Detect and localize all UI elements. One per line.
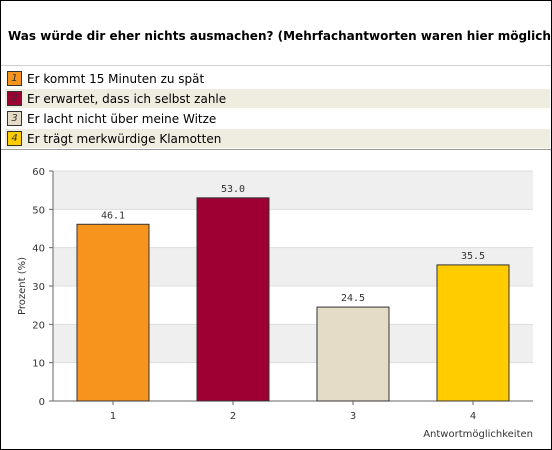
x-tick-label: 2 (230, 411, 236, 422)
bar-2 (196, 197, 270, 402)
grid-band (53, 171, 533, 210)
y-tick-label: 30 (32, 282, 45, 293)
x-tick-label: 3 (350, 411, 356, 422)
legend-swatch-1: 1 (7, 71, 22, 86)
legend-swatch-3: 3 (7, 111, 22, 126)
legend-label: Er lacht nicht über meine Witze (27, 111, 217, 126)
legend-swatch-4: 4 (7, 131, 22, 146)
x-axis-label: Antwortmöglichkeiten (423, 429, 533, 440)
bar-value-label: 46.1 (101, 210, 125, 221)
legend-item: 1 Er kommt 15 Minuten zu spät (5, 69, 550, 88)
question-title: Was würde dir eher nichts ausmachen? (Me… (8, 29, 552, 43)
bar-value-label: 24.5 (341, 293, 365, 304)
legend-item: 4 Er trägt merkwürdige Klamotten (5, 129, 550, 148)
bar-chart: 0 10 20 30 40 50 60 Prozent (%) 46.1 1 53.0 2 24.5 3 3… (17, 167, 533, 440)
y-tick-label: 40 (32, 244, 45, 255)
legend-label: Er trägt merkwürdige Klamotten (27, 131, 222, 146)
bar-value-label: 53.0 (221, 184, 245, 195)
y-axis-label: Prozent (%) (17, 257, 28, 315)
answer-legend: 1 Er kommt 15 Minuten zu spät 2 Er erwar… (5, 69, 550, 149)
y-tick-label: 50 (32, 205, 45, 216)
bar-1 (76, 223, 150, 402)
bar-4 (436, 264, 510, 402)
y-tick-label: 60 (32, 167, 45, 178)
bar-3 (316, 306, 390, 402)
bar-value-label: 35.5 (461, 251, 485, 262)
x-tick-label: 4 (470, 411, 476, 422)
legend-item: 3 Er lacht nicht über meine Witze (5, 109, 550, 128)
legend-swatch-2: 2 (7, 91, 22, 106)
section-divider (1, 149, 551, 150)
y-tick-label: 10 (32, 359, 45, 370)
question-header: Was würde dir eher nichts ausmachen? (Me… (1, 1, 552, 66)
legend-label: Er erwartet, dass ich selbst zahle (27, 91, 227, 106)
y-tick-label: 20 (32, 320, 45, 331)
x-tick-label: 1 (110, 411, 116, 422)
legend-item: 2 Er erwartet, dass ich selbst zahle (5, 89, 550, 108)
y-tick-label: 0 (39, 397, 45, 408)
legend-label: Er kommt 15 Minuten zu spät (27, 71, 205, 86)
